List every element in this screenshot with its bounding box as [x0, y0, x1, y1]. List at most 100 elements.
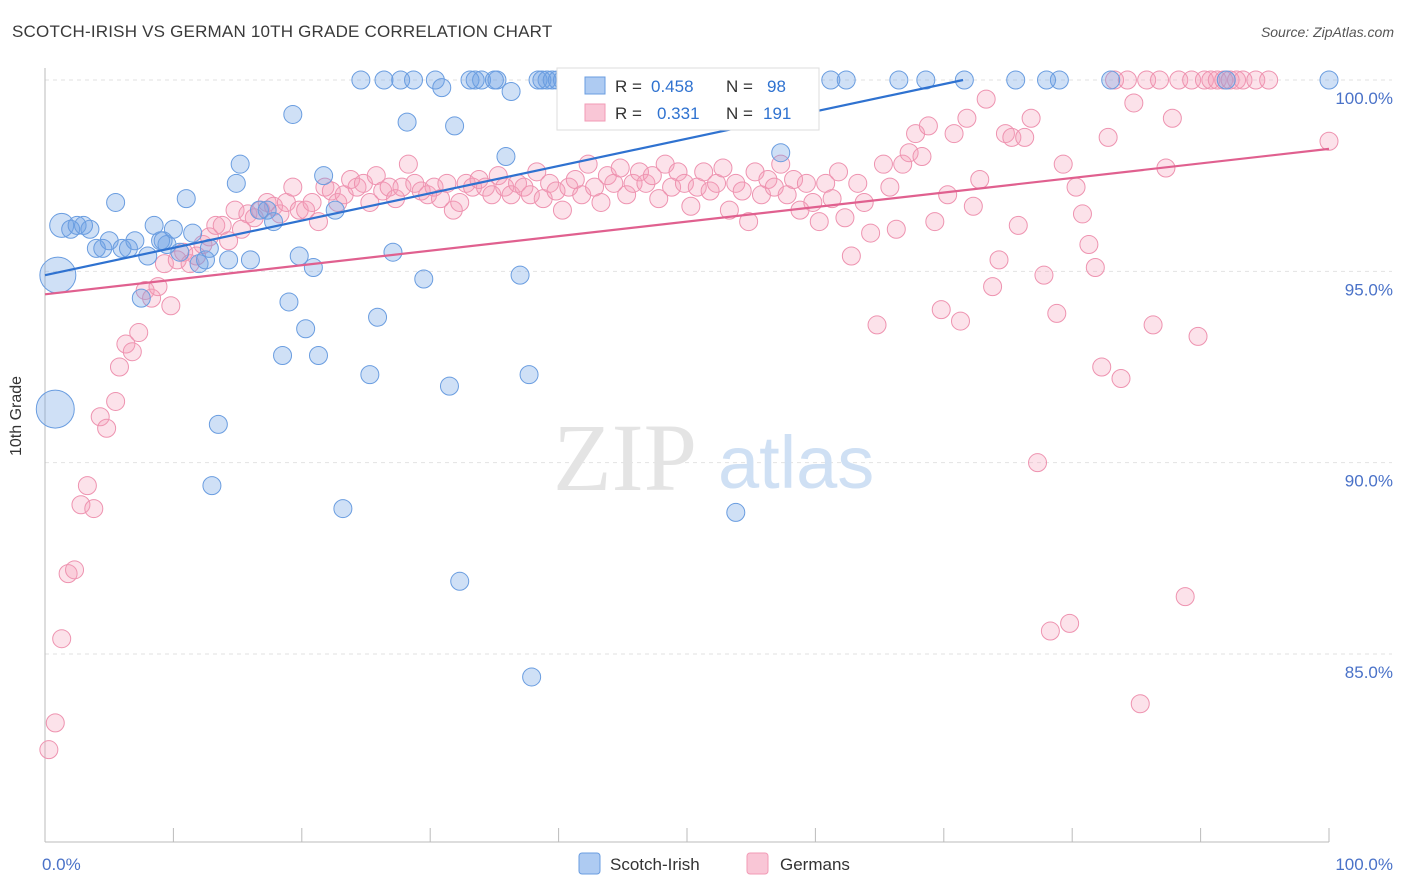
germans-point-78 — [540, 173, 560, 193]
germans-point-173 — [1150, 70, 1170, 90]
germans-point-16 — [142, 288, 162, 308]
germans-point-159 — [1060, 613, 1080, 633]
scotch-irish-point-41 — [351, 70, 371, 90]
germans-point-163 — [1085, 258, 1105, 278]
scotch-irish-point-21 — [196, 250, 215, 270]
series-germans-points — [39, 70, 1339, 760]
germans-point-153 — [1021, 108, 1041, 128]
germans-point-36 — [270, 204, 290, 224]
scotch-irish-point-40 — [333, 499, 353, 519]
scotch-irish-point-66 — [537, 70, 557, 90]
source-label: Source: ZipAtlas.com — [1260, 24, 1394, 40]
scotch-irish-point-5 — [93, 238, 113, 258]
scotch-irish-point-61 — [510, 265, 530, 285]
germans-point-12 — [116, 334, 136, 354]
x-tick-label-1: 100.0% — [1335, 855, 1393, 874]
germans-point-7 — [84, 499, 104, 519]
scotch-irish-point-79 — [771, 143, 791, 163]
germans-point-14 — [129, 323, 149, 343]
axis-layer — [44, 68, 1330, 843]
scotch-irish-point-23 — [208, 414, 228, 434]
germans-point-158 — [1053, 154, 1073, 174]
watermark: ZIP atlas — [553, 404, 874, 511]
germans-point-156 — [1040, 621, 1060, 641]
scotch-irish-point-44 — [374, 70, 394, 90]
scotch-irish-point-82 — [889, 70, 909, 90]
germans-point-123 — [829, 162, 849, 182]
scotch-irish-point-7 — [106, 192, 126, 212]
germans-point-139 — [931, 300, 951, 320]
chart-title: SCOTCH-IRISH VS GERMAN 10TH GRADE CORREL… — [12, 22, 553, 41]
germans-point-75 — [520, 185, 540, 205]
scotch-irish-point-12 — [138, 246, 158, 266]
grid-layer — [45, 79, 1392, 655]
germans-point-112 — [758, 169, 778, 189]
scotch-irish-point-55 — [460, 70, 480, 90]
germans-point-94 — [642, 166, 662, 186]
scotch-irish-point-33 — [283, 104, 303, 124]
scotch-irish-point-50 — [425, 70, 445, 90]
stats-legend: R = 0.458 N = 98 R = 0.331 N = 191 — [556, 67, 820, 131]
germans-point-44 — [321, 181, 341, 201]
germans-point-122 — [822, 189, 842, 209]
germans-point-188 — [1259, 70, 1279, 90]
germans-point-13 — [122, 342, 142, 362]
scotch-irish-point-32 — [279, 292, 299, 312]
germans-point-116 — [784, 169, 804, 189]
germans-point-132 — [886, 219, 906, 239]
germans-point-105 — [713, 158, 733, 178]
stats-swatch-blue — [584, 76, 606, 95]
x-tick-label-0: 0.0% — [42, 855, 81, 874]
germans-point-141 — [944, 124, 964, 144]
germans-point-20 — [167, 250, 187, 270]
germans-point-154 — [1028, 453, 1048, 473]
scotch-irish-point-81 — [836, 70, 856, 90]
scotch-irish-point-2 — [67, 215, 87, 235]
scotch-irish-point-25 — [226, 173, 246, 193]
germans-point-107 — [726, 173, 746, 193]
scotch-irish-point-10 — [125, 231, 145, 251]
germans-point-151 — [1008, 215, 1028, 235]
scotch-irish-point-0 — [49, 212, 75, 238]
watermark-atlas: atlas — [718, 421, 874, 504]
germans-point-120 — [809, 212, 829, 232]
stats-swatch-pink — [584, 103, 606, 122]
watermark-zip: ZIP — [553, 404, 697, 511]
legend-swatch-germans — [746, 852, 769, 875]
germans-point-165 — [1098, 127, 1118, 147]
germans-point-102 — [694, 162, 714, 182]
y-tick-label-3: 100.0% — [1335, 89, 1393, 108]
y-tick-label-2: 95.0% — [1345, 280, 1393, 299]
germans-point-155 — [1034, 265, 1054, 285]
germans-point-64 — [450, 192, 470, 212]
germans-point-103 — [700, 181, 720, 201]
germans-point-106 — [719, 200, 739, 220]
germans-point-55 — [392, 177, 412, 197]
germans-point-41 — [302, 192, 322, 212]
germans-point-38 — [283, 177, 303, 197]
germans-point-11 — [109, 357, 129, 377]
scotch-irish-point-39 — [325, 200, 345, 220]
germans-point-45 — [328, 192, 348, 212]
germans-point-137 — [918, 116, 938, 136]
germans-point-5 — [71, 495, 91, 515]
stats-r-value-pink: 0.331 — [657, 104, 700, 123]
legend-swatch-scotch-irish — [578, 852, 601, 875]
germans-point-0 — [39, 740, 59, 760]
stats-r-label-pink: R = — [615, 104, 642, 123]
germans-point-145 — [970, 169, 990, 189]
scotch-irish-point-38 — [314, 166, 334, 186]
tick-labels: 85.0% 90.0% 95.0% 100.0% 0.0% 100.0% — [42, 89, 1393, 874]
germans-point-177 — [1175, 587, 1195, 607]
scotch-irish-point-26 — [230, 154, 250, 174]
scotch-irish-point-63 — [522, 667, 542, 687]
scotch-irish-point-98 — [1037, 70, 1057, 90]
germans-point-124 — [835, 208, 855, 228]
scotch-irish-point-45 — [383, 242, 403, 262]
scotch-irish-point-89 — [1319, 70, 1339, 90]
germans-point-99 — [674, 173, 694, 193]
germans-point-86 — [591, 192, 611, 212]
germans-point-144 — [963, 196, 983, 216]
germans-point-147 — [983, 277, 1003, 297]
